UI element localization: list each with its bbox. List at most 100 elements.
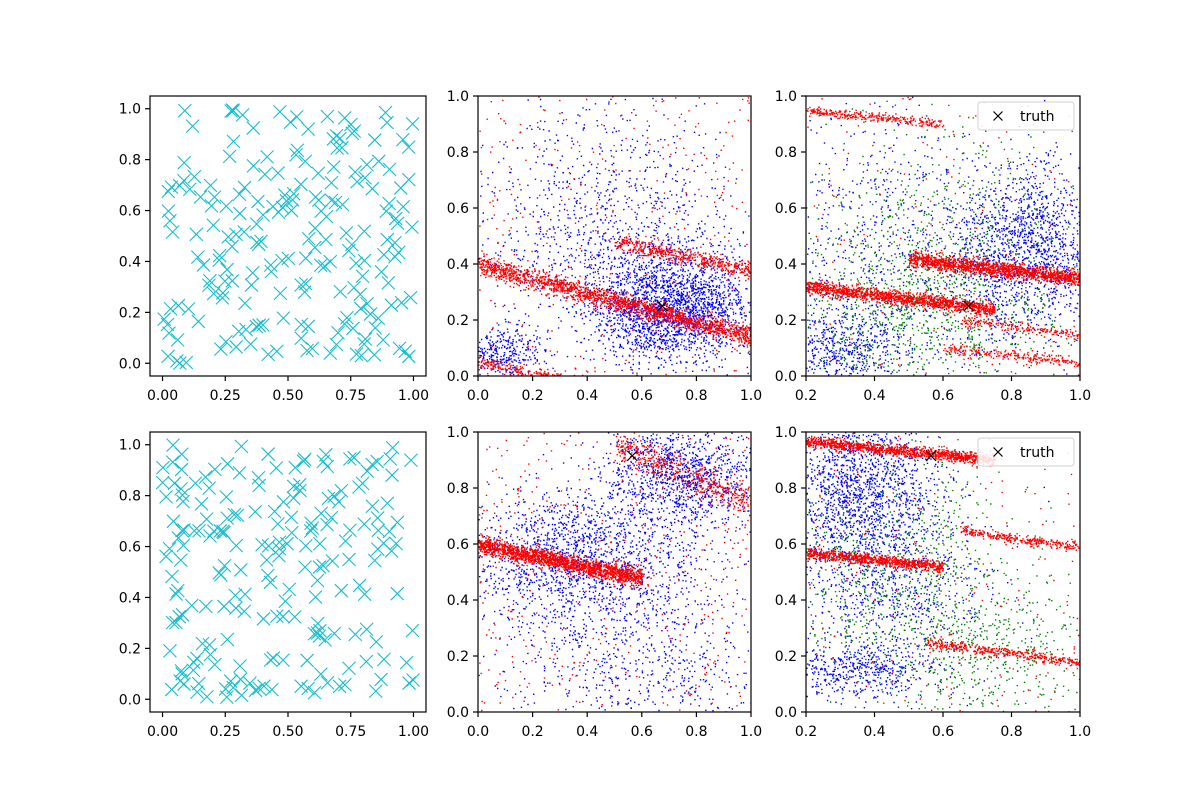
sample-point <box>203 178 218 193</box>
sample-point <box>275 253 289 268</box>
x-tick-label: 1.0 <box>1069 388 1091 404</box>
panel-row1-col2: 0.0 0.2 0.4 0.6 0.8 1.0 0.0 0.2 0.4 0.6 0.8 1.0 <box>447 89 762 404</box>
sample-point <box>263 258 278 273</box>
sample-point <box>363 307 378 321</box>
sample-point <box>367 133 382 147</box>
sample-point <box>388 211 403 226</box>
sample-point <box>169 615 183 630</box>
sample-point <box>292 477 307 492</box>
x-tick-label: 0.2 <box>795 388 817 404</box>
sample-point <box>301 681 315 696</box>
y-tick-label: 0.2 <box>775 313 797 329</box>
x-tick-label: 1.00 <box>398 724 429 740</box>
sample-point <box>392 341 407 356</box>
sample-point <box>249 319 264 334</box>
sample-point <box>226 680 241 695</box>
sample-point <box>219 334 233 349</box>
sample-point <box>237 180 252 195</box>
sample-point <box>342 552 356 567</box>
sample-point <box>298 154 313 169</box>
sample-point <box>233 563 248 577</box>
sample-point <box>269 461 284 475</box>
sample-point <box>170 583 185 598</box>
sample-point <box>175 523 189 538</box>
sample-point <box>320 459 335 474</box>
sample-point <box>294 278 309 292</box>
sample-point <box>313 258 328 273</box>
series-points <box>478 96 751 376</box>
axes-frame <box>149 431 427 713</box>
sample-point <box>181 301 196 316</box>
sample-point <box>220 511 235 526</box>
sample-point <box>203 647 218 662</box>
plot-area <box>806 96 1080 376</box>
plot-area <box>155 438 420 705</box>
sample-point <box>193 190 208 204</box>
x-tick-label: 0.0 <box>467 724 489 740</box>
sample-point <box>301 319 316 334</box>
sample-point <box>239 322 253 337</box>
sample-point <box>384 298 399 313</box>
sample-point <box>368 684 383 698</box>
sample-point <box>161 349 175 364</box>
sample-point <box>284 510 299 525</box>
sample-point <box>226 103 240 118</box>
sample-point <box>284 525 299 540</box>
sample-point <box>163 301 178 316</box>
series-points <box>478 432 751 712</box>
sample-point <box>198 599 213 614</box>
sample-point <box>353 301 368 316</box>
series-points <box>478 432 751 712</box>
legend-truth-icon <box>993 447 1003 457</box>
sample-point <box>252 681 267 696</box>
sample-point <box>162 541 177 556</box>
sample-point <box>250 235 264 250</box>
sample-point <box>230 508 245 523</box>
sample-point <box>196 258 211 272</box>
y-tick-label: 0.2 <box>119 305 141 321</box>
y-tick-label: 1.0 <box>775 425 797 441</box>
y-tick-label: 0.4 <box>447 257 469 273</box>
y-tick-label: 0.2 <box>447 313 469 329</box>
sample-point <box>272 548 286 563</box>
sample-point <box>352 480 366 494</box>
sample-point <box>279 194 294 208</box>
sample-point <box>339 226 354 240</box>
sample-point <box>176 494 190 509</box>
sample-point <box>277 188 292 202</box>
sample-point <box>233 659 247 673</box>
legend-box <box>977 437 1075 467</box>
sample-point <box>382 196 397 211</box>
panel-row2-col2: 0.0 0.2 0.4 0.6 0.8 1.0 0.0 0.2 0.4 0.6 0.8 1.0 <box>447 425 762 740</box>
sample-point <box>243 676 257 691</box>
sample-point <box>311 166 326 181</box>
axes-frame <box>149 95 427 377</box>
sample-point <box>161 184 176 199</box>
sample-point <box>401 349 416 364</box>
x-tick-label: 0.4 <box>576 388 598 404</box>
sample-point <box>200 689 214 704</box>
truth-marker <box>656 300 668 312</box>
sample-point <box>399 655 414 670</box>
sample-point <box>216 525 231 540</box>
x-tick-label: 0.6 <box>932 724 954 740</box>
panel-row2-col1: 0.00 0.25 0.50 0.75 1.00 0.0 0.2 0.4 0.6 0.8 1.0 <box>119 431 429 740</box>
sample-point <box>359 622 374 637</box>
sample-point <box>287 609 302 624</box>
x-tick-label: 0.50 <box>272 724 303 740</box>
sample-point <box>190 685 204 699</box>
sample-point <box>313 667 328 682</box>
sample-point <box>347 280 361 295</box>
sample-point <box>212 248 227 263</box>
sample-point <box>217 599 231 614</box>
sample-point <box>371 523 386 538</box>
sample-point <box>166 514 181 529</box>
sample-point <box>328 195 343 210</box>
sample-point <box>391 245 406 260</box>
sample-point <box>232 187 247 202</box>
sample-point <box>175 488 190 503</box>
x-tick-label: 0.75 <box>335 724 366 740</box>
sample-point <box>171 531 186 545</box>
x-tick-label: 0.2 <box>521 724 543 740</box>
sample-point <box>259 553 274 567</box>
